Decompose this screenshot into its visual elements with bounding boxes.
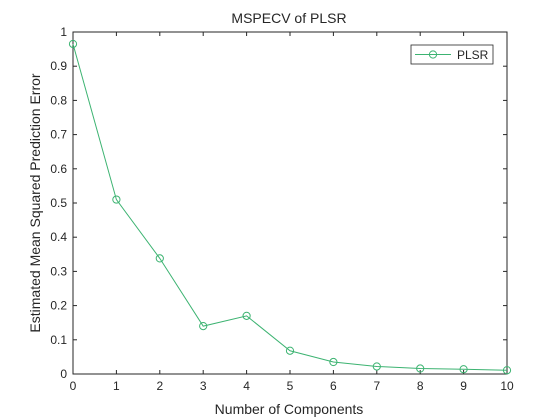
legend: PLSR [410, 44, 494, 65]
data-point-marker [459, 365, 468, 374]
y-tick-label: 0.8 [50, 93, 67, 107]
legend-box [410, 44, 494, 65]
legend-series-label: PLSR [457, 48, 489, 62]
x-tick-label: 8 [417, 379, 424, 393]
series-layer [68, 39, 512, 375]
y-tick-label: 0.7 [50, 128, 67, 142]
data-point-marker [416, 364, 425, 373]
y-axis-title: Estimated Mean Squared Prediction Error [27, 73, 43, 332]
data-point-marker [329, 357, 338, 367]
y-axis-ticks: 0 0.1 0.2 0.3 0.4 0.5 0.6 0.7 0.8 0.9 1 [50, 25, 507, 381]
data-point-marker [68, 39, 78, 49]
legend-series-marker [428, 50, 438, 59]
y-tick-label: 0.4 [50, 230, 67, 244]
data-point-marker [155, 254, 164, 263]
data-point-marker [199, 322, 208, 331]
x-tick-label: 7 [373, 379, 380, 393]
series-line-plsr [72, 43, 508, 371]
plot-area [72, 31, 508, 375]
chart-title: MSPECV of PLSR [231, 10, 346, 26]
y-tick-label: 0.9 [50, 59, 67, 73]
x-tick-label: 4 [243, 379, 250, 393]
data-point-marker [112, 195, 121, 204]
x-tick-label: 6 [330, 379, 337, 393]
x-axis-ticks: 0 1 2 3 4 5 6 7 8 9 10 [70, 32, 514, 393]
axes-box [72, 31, 508, 375]
x-tick-label: 9 [460, 379, 467, 393]
x-tick-label: 0 [70, 379, 77, 393]
x-axis-title: Number of Components [215, 401, 364, 417]
x-tick-label: 10 [500, 379, 514, 393]
x-tick-label: 3 [200, 379, 207, 393]
data-point-marker [372, 362, 381, 371]
data-point-marker [502, 366, 512, 375]
x-tick-label: 1 [113, 379, 120, 393]
y-tick-label: 0.1 [50, 333, 67, 347]
x-tick-label: 2 [156, 379, 163, 393]
y-tick-label: 0 [60, 367, 67, 381]
data-point-marker [242, 311, 251, 320]
y-tick-label: 0.2 [50, 299, 67, 313]
data-point-marker [285, 346, 295, 355]
x-tick-label: 5 [287, 379, 294, 393]
y-tick-label: 0.6 [50, 162, 67, 176]
y-tick-label: 1 [60, 25, 67, 39]
y-tick-label: 0.3 [50, 264, 67, 278]
y-tick-label: 0.5 [50, 196, 67, 210]
